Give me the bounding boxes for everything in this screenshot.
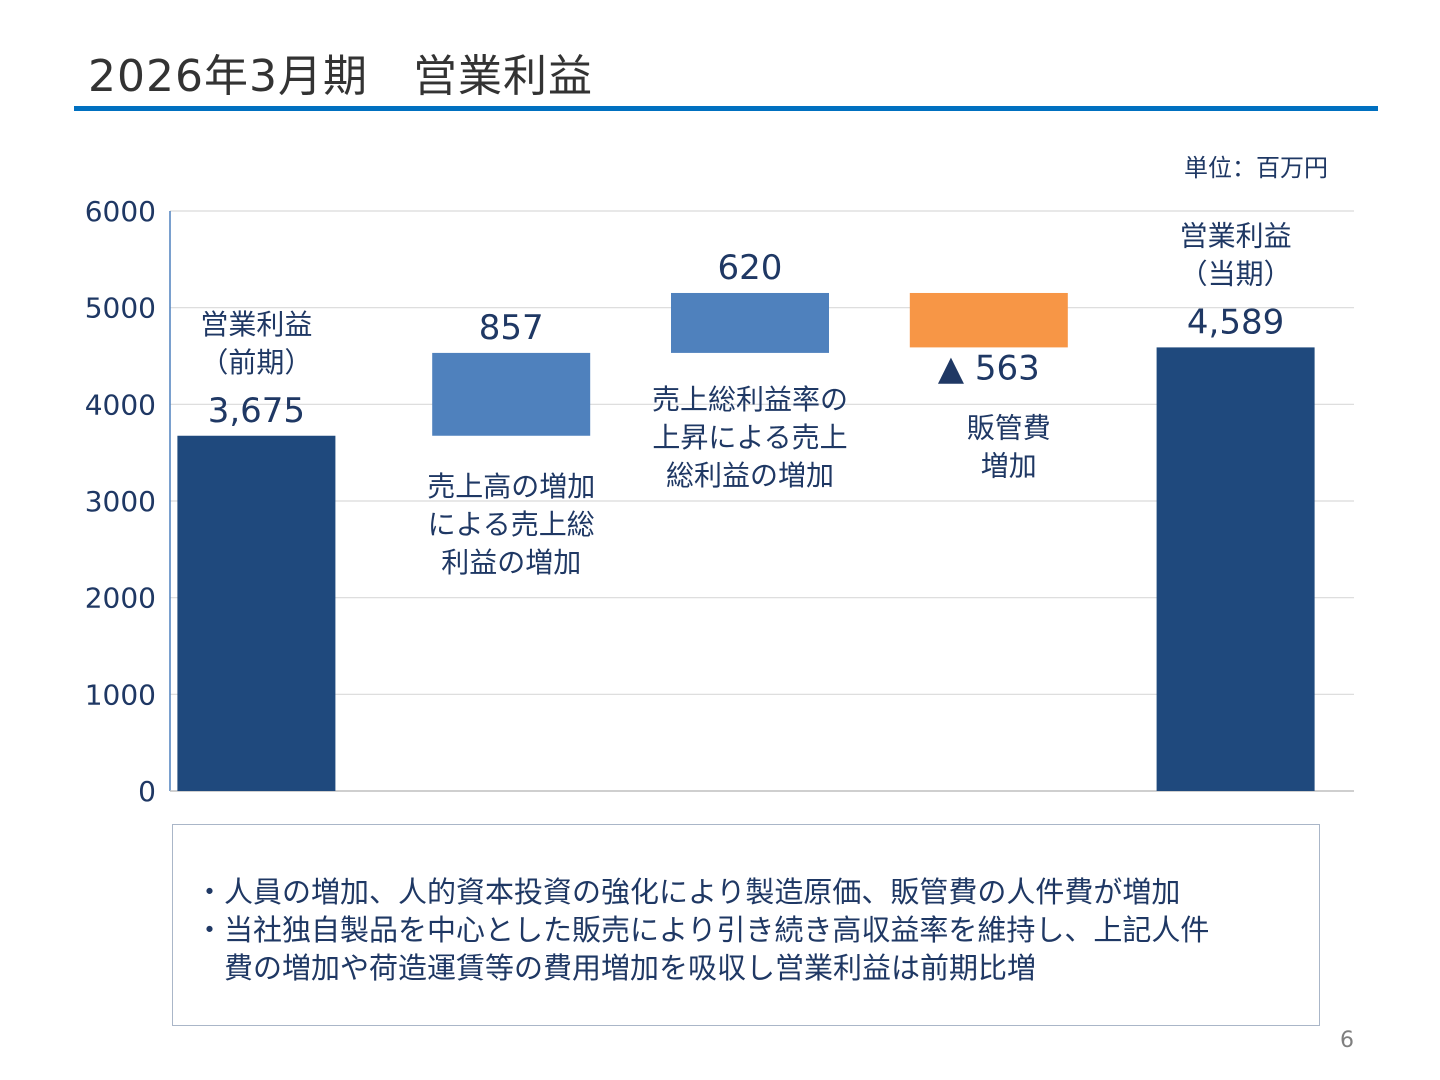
category-label: 増加 <box>981 449 1037 482</box>
value-label: 4,589 <box>1187 302 1284 342</box>
y-tick-label: 3000 <box>85 485 156 518</box>
waterfall-chart: 0 1000 2000 3000 4000 5000 6000 3,675 営業利益 （前期） 8… <box>85 195 1354 808</box>
y-tick-label: 6000 <box>85 195 156 228</box>
value-label: 3,675 <box>208 391 305 431</box>
bar-step-4 <box>909 292 1068 348</box>
title-underline <box>74 106 1378 111</box>
note-line-3: 費の増加や荷造運賃等の費用増加を吸収し営業利益は前期比増 <box>195 951 1037 985</box>
y-tick-label: 1000 <box>85 678 156 711</box>
note-line-2: ・当社独自製品を中心とした販売により引き続き高収益率を維持し、上記人件 <box>195 913 1210 947</box>
category-label: 利益の増加 <box>441 546 581 579</box>
value-label: 857 <box>479 308 544 348</box>
y-tick-label: 5000 <box>85 292 156 325</box>
bar-step-3 <box>671 292 829 353</box>
bar-step-5 <box>1156 347 1315 791</box>
y-tick-label: 0 <box>138 775 156 808</box>
category-label: 営業利益 <box>200 308 312 341</box>
category-label: 総利益の増加 <box>666 459 834 492</box>
unit-label: 単位：百万円 <box>1184 154 1328 182</box>
axis-layer: 0 1000 2000 3000 4000 5000 6000 <box>85 195 1354 808</box>
category-label: 販管費 <box>967 411 1051 444</box>
category-label: （当期） <box>1180 257 1292 290</box>
value-label: ▲ 563 <box>938 348 1040 388</box>
category-label: 上昇による売上 <box>652 421 847 454</box>
category-label: 営業利益 <box>1180 219 1292 252</box>
page-title: 2026年3月期 営業利益 <box>88 51 593 102</box>
bar-step-2 <box>432 352 591 436</box>
bar-step-1 <box>177 435 336 791</box>
category-label: による売上総 <box>428 508 595 541</box>
note-line-1: ・人員の増加、人的資本投資の強化により製造原価、販管費の人件費が増加 <box>195 875 1181 909</box>
y-tick-label: 4000 <box>85 388 156 421</box>
category-label: 売上総利益率の <box>652 383 848 416</box>
notes-box: ・人員の増加、人的資本投資の強化により製造原価、販管費の人件費が増加 ・当社独自… <box>172 824 1320 1026</box>
bar-layer <box>177 292 1315 791</box>
category-label: 売上高の増加 <box>427 470 595 503</box>
value-label: 620 <box>718 248 783 288</box>
page-number: 6 <box>1340 1028 1354 1053</box>
y-tick-label: 2000 <box>85 582 156 615</box>
category-label: （前期） <box>200 346 312 379</box>
